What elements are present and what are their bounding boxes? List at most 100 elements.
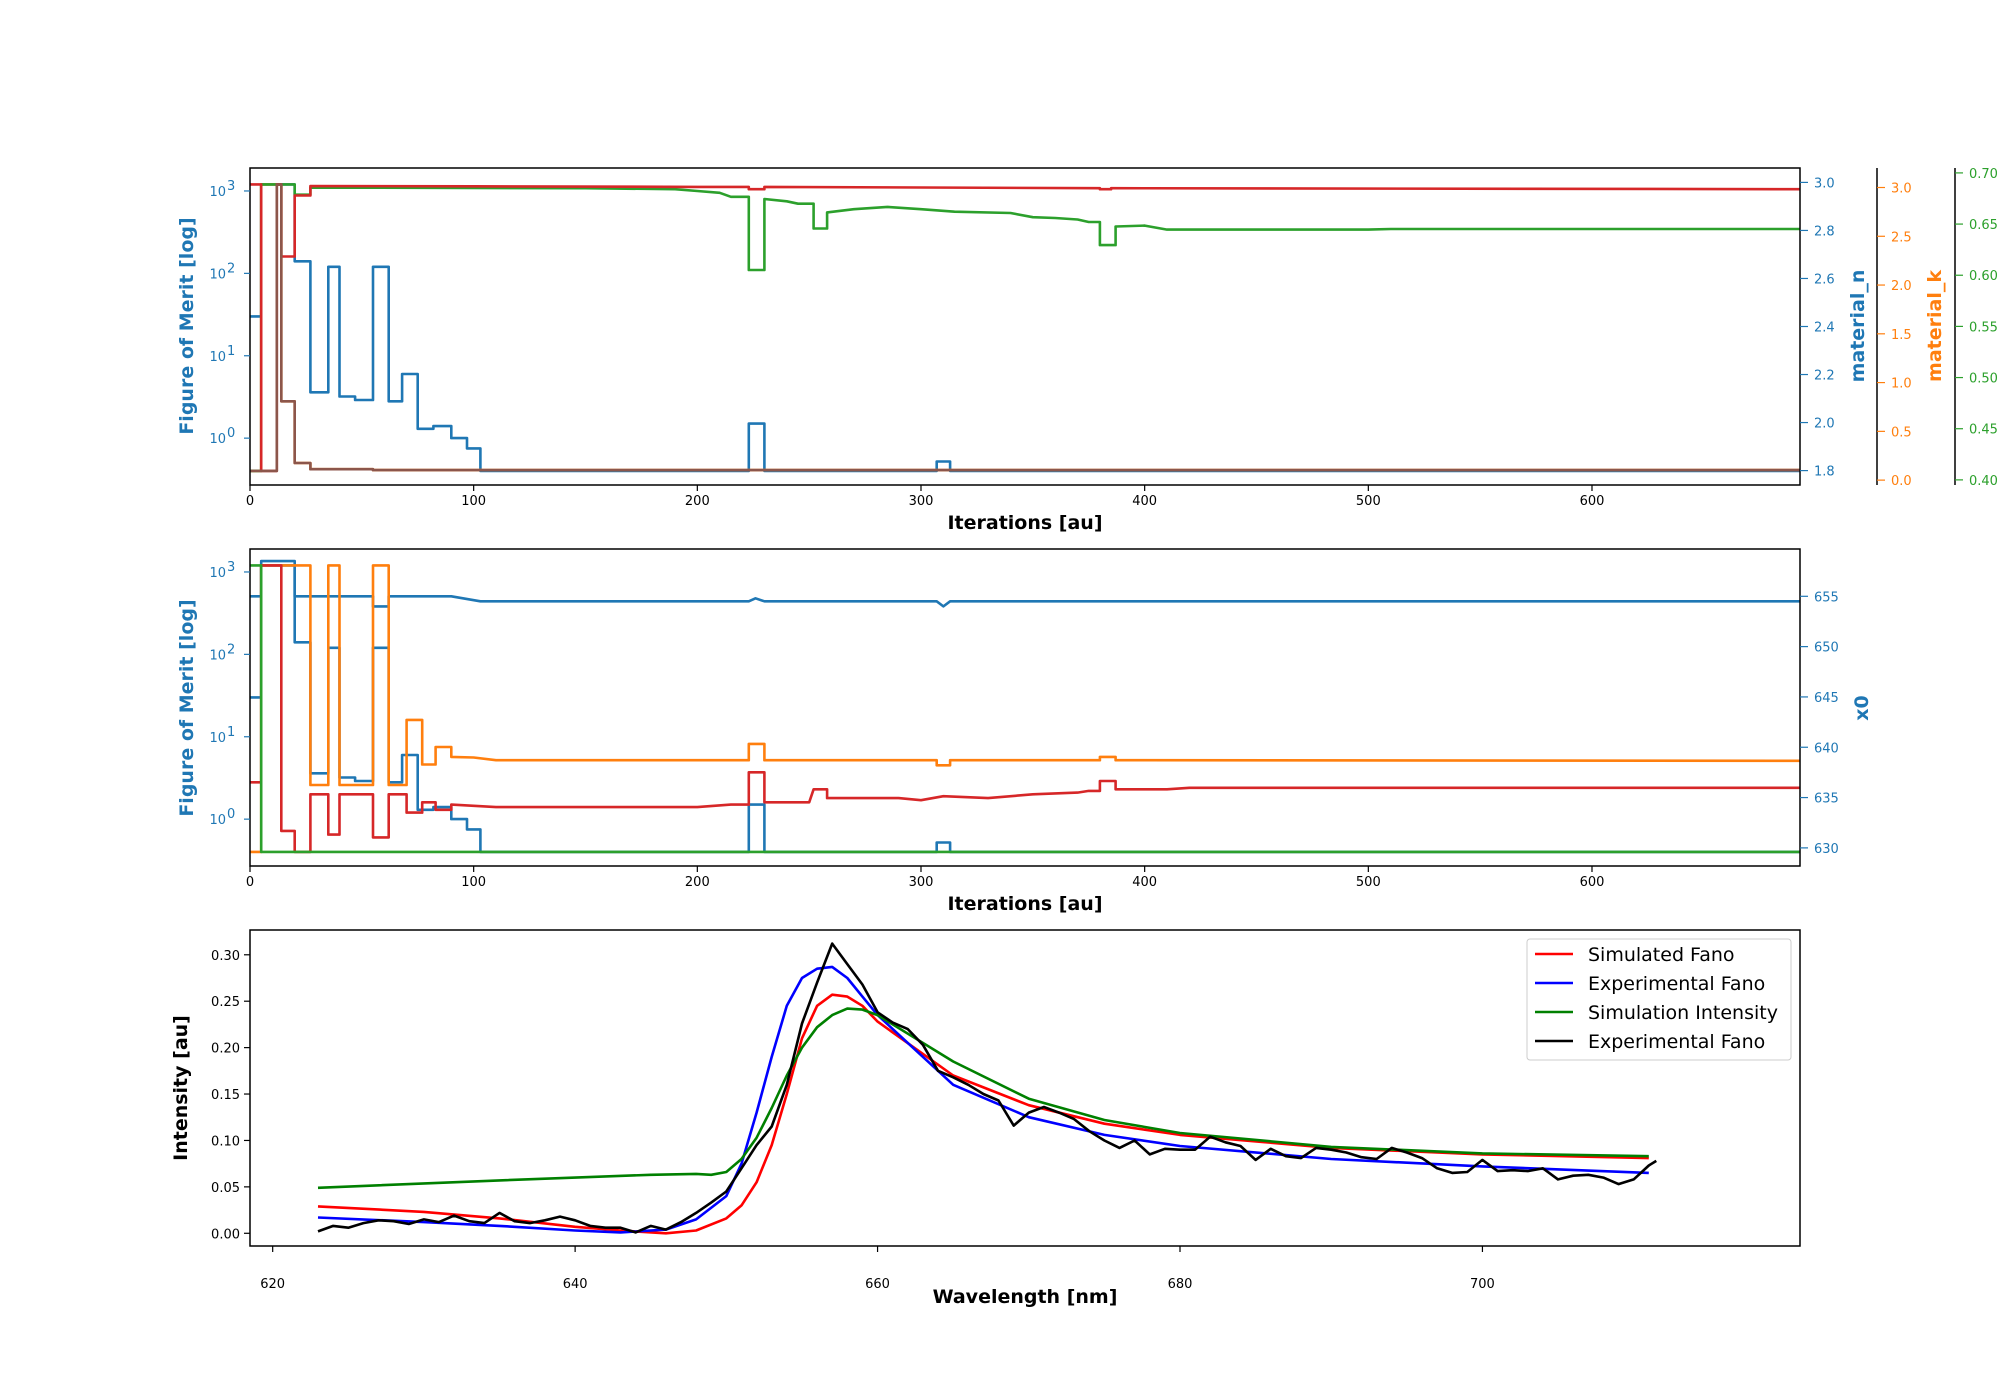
x-tick-label: 660: [865, 1277, 890, 1292]
y-tick-exponent: 3: [227, 560, 235, 575]
twin-tick-label: 640: [1814, 741, 1839, 756]
series-line-red: [250, 183, 1800, 473]
y-tick-label: 0.15: [211, 1088, 240, 1103]
x-tick-label: 640: [563, 1277, 588, 1292]
panel-1-material-n-axis: 1.8 2.0 2.2 2.4 2.6 2.8 3.0: [1800, 176, 1835, 480]
series-line-brown: [250, 183, 1800, 473]
legend-box: [1526, 938, 1792, 1061]
panel-3-x-label: Wavelength [nm]: [933, 1286, 1118, 1308]
x-tick-label: 600: [1580, 875, 1605, 890]
y-tick-label: 10: [209, 731, 226, 746]
legend-label-simulated-fano: Simulated Fano: [1588, 944, 1735, 966]
y-tick-label: 10: [209, 813, 226, 828]
twin-tick-label: 2.5: [1891, 230, 1912, 245]
y-tick-label: 10: [209, 648, 226, 663]
x-tick-label: 500: [1356, 494, 1381, 509]
twin-tick-label: 2.2: [1814, 369, 1835, 384]
panel-1-material-n-label: material_n: [1847, 270, 1869, 383]
series-line-blue: [250, 183, 1800, 473]
legend: Simulated Fano Experimental Fano Simulat…: [1526, 938, 1792, 1061]
panel-1-x-label: Iterations [au]: [947, 512, 1102, 534]
y-tick-label: 0.00: [211, 1227, 240, 1242]
x-tick-label: 100: [461, 494, 486, 509]
twin-tick-label: 2.4: [1814, 321, 1835, 336]
panel-3: 620 640 660 680 700 0.00 0.05 0.10 0.15 0.20 0.25…: [170, 929, 1801, 1308]
twin-tick-label: 655: [1814, 590, 1839, 605]
y-tick-label: 10: [209, 185, 226, 200]
panel-1-material-k-axis: 0.0 0.5 1.0 1.5 2.0 2.5 3.0: [1876, 168, 1912, 489]
panel-2-frame: [249, 548, 1801, 867]
panel-2-y-label: Figure of Merit [log]: [176, 599, 198, 816]
twin-tick-label: 0.50: [1969, 372, 1998, 387]
y-tick-exponent: 2: [227, 642, 235, 657]
legend-label-experimental-fano-2: Experimental Fano: [1588, 1031, 1765, 1053]
legend-label-experimental-fano: Experimental Fano: [1588, 973, 1765, 995]
panel-2-series: [250, 559, 1800, 854]
x-tick-label: 0: [246, 875, 254, 890]
twin-tick-label: 3.0: [1814, 176, 1835, 191]
twin-tick-label: 0.0: [1891, 474, 1912, 489]
panel-2-x-ticks: 0 100 200 300 400 500 600: [246, 866, 1605, 890]
y-tick-exponent: 2: [227, 261, 235, 276]
y-tick-exponent: 3: [227, 179, 235, 194]
twin-tick-label: 0.5: [1891, 425, 1912, 440]
twin-tick-label: 2.6: [1814, 272, 1835, 287]
x-tick-label: 0: [246, 494, 254, 509]
twin-tick-label: 0.70: [1969, 167, 1998, 182]
x-tick-label: 620: [260, 1277, 285, 1292]
y-tick-exponent: 0: [227, 426, 235, 441]
twin-tick-label: 630: [1814, 842, 1839, 857]
twin-tick-label: 0.55: [1969, 320, 1998, 335]
series-line-orange: [250, 183, 1800, 473]
y-tick-label: 0.25: [211, 995, 240, 1010]
series-line-orange: [250, 564, 1800, 854]
panel-1-y-label: Figure of Merit [log]: [176, 217, 198, 434]
series-line-x0: [250, 559, 1800, 608]
series-line-red: [250, 564, 1800, 854]
twin-tick-label: 650: [1814, 641, 1839, 656]
panel-1-green-axis: 0.40 0.45 0.50 0.55 0.60 0.65 0.70: [1954, 167, 1998, 489]
y-tick-exponent: 1: [227, 344, 235, 359]
panel-3-x-ticks: 620 640 660 680 700: [260, 1246, 1495, 1292]
twin-tick-label: 3.0: [1891, 182, 1912, 197]
twin-tick-label: 645: [1814, 691, 1839, 706]
series-line-experimental-fano: [317, 965, 1649, 1234]
x-tick-label: 100: [461, 875, 486, 890]
y-tick-exponent: 1: [227, 725, 235, 740]
y-tick-label: 10: [209, 350, 226, 365]
panel-3-y-ticks: 0.00 0.05 0.10 0.15 0.20 0.25 0.30: [211, 949, 250, 1242]
y-tick-label: 0.30: [211, 949, 240, 964]
twin-tick-label: 0.60: [1969, 269, 1998, 284]
y-tick-label: 10: [209, 432, 226, 447]
panel-1-series: [250, 183, 1800, 473]
series-line-green: [250, 183, 1800, 473]
x-tick-label: 300: [909, 875, 934, 890]
panel-3-frame: [249, 929, 1801, 1247]
x-tick-label: 400: [1132, 875, 1157, 890]
panel-3-y-label: Intensity [au]: [170, 1015, 192, 1161]
y-tick-label: 0.20: [211, 1042, 240, 1057]
panel-1-material-k-label: material_k: [1924, 270, 1946, 382]
x-tick-label: 680: [1168, 1277, 1193, 1292]
twin-tick-label: 1.0: [1891, 377, 1912, 392]
series-line-experimental-fano: [317, 942, 1657, 1234]
panel-3-series: [317, 942, 1657, 1235]
series-line-simulated-fano: [317, 993, 1649, 1235]
x-tick-label: 200: [685, 494, 710, 509]
series-line-green: [250, 564, 1800, 854]
twin-tick-label: 2.0: [1891, 279, 1912, 294]
panel-2-x-label: Iterations [au]: [947, 893, 1102, 915]
twin-tick-label: 2.0: [1814, 417, 1835, 432]
twin-tick-label: 1.5: [1891, 328, 1912, 343]
series-line-blue: [250, 564, 1800, 854]
panel-2-x0-label: x0: [1851, 695, 1873, 720]
twin-tick-label: 1.8: [1814, 465, 1835, 480]
x-tick-label: 200: [685, 875, 710, 890]
twin-tick-label: 0.45: [1969, 423, 1998, 438]
series-line-simulation-intensity: [317, 1007, 1649, 1190]
